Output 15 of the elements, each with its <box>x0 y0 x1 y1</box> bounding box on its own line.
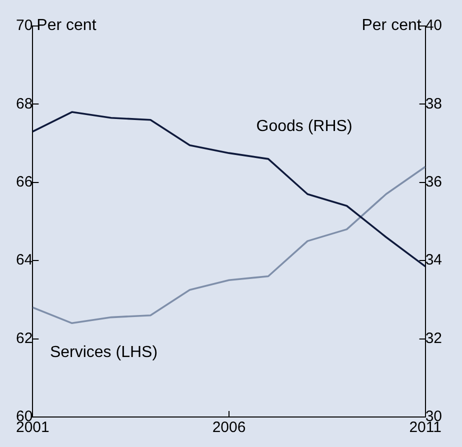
y-tick-label: 62 <box>16 330 33 347</box>
y2-tick-label: 36 <box>425 174 442 191</box>
y-axis-title: Per cent <box>36 17 97 34</box>
x-tick-label: 2006 <box>212 419 246 436</box>
y-tick-label: 70 <box>16 17 33 34</box>
y2-tick-label: 40 <box>425 17 442 34</box>
y-tick-label: 64 <box>16 252 33 269</box>
y-tick-label: 68 <box>16 95 33 112</box>
y2-tick-label: 38 <box>425 95 442 112</box>
y2-tick-label: 34 <box>425 252 442 269</box>
series-label: Services (LHS) <box>50 344 158 362</box>
y2-axis-title: Per cent <box>362 17 422 34</box>
series-label: Goods (RHS) <box>256 118 352 135</box>
y-tick-label: 66 <box>16 174 33 191</box>
y2-tick-label: 32 <box>425 330 442 347</box>
